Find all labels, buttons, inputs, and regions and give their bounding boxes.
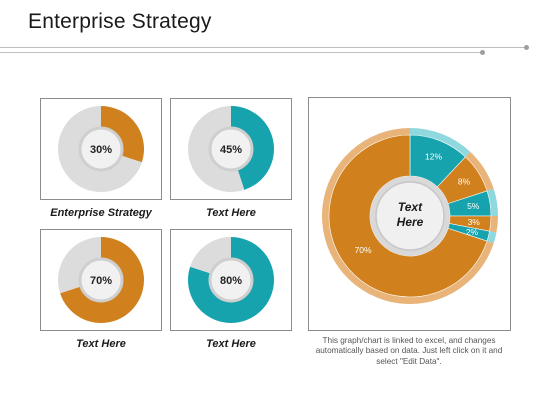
donut-value-segment	[60, 237, 144, 323]
donut-chart-2: 45%	[187, 106, 274, 192]
page-title: Enterprise Strategy	[28, 10, 212, 33]
title-rule-lower	[0, 52, 484, 53]
donut-card-3[interactable]: 70%	[40, 229, 162, 331]
donut-caption-3: Text Here	[76, 338, 126, 350]
donut-center-label-2: 45%	[220, 144, 242, 156]
donut-caption-1: Enterprise Strategy	[50, 207, 152, 219]
title-rule-dot-lower	[480, 50, 485, 55]
donut-value-segment	[101, 106, 144, 163]
big-donut-center-line-1: Text	[398, 200, 423, 214]
big-donut-slice-label-1: 12%	[425, 151, 442, 161]
donut-chart-1: 30%	[57, 106, 144, 192]
multi-segment-donut-chart: 12% 8% 5% 3%2% 70% Text Here	[322, 128, 498, 304]
big-donut-slice-label-5: 2%	[466, 227, 479, 237]
donut-caption-4: Text Here	[206, 338, 256, 350]
donut-center-hub	[208, 257, 254, 303]
big-donut-rim-1	[410, 128, 471, 158]
donut-remainder-segment	[190, 237, 231, 274]
big-donut-rim-3	[486, 188, 498, 216]
donut-center-hub	[78, 126, 124, 172]
title-rule-dot-upper	[524, 45, 529, 50]
donut-caption-2: Text Here	[206, 207, 256, 219]
big-donut-hub	[375, 181, 445, 251]
donut-value-segment	[231, 106, 274, 190]
donut-value-segment	[188, 237, 274, 323]
donut-card-2[interactable]: 45%	[170, 98, 292, 200]
big-donut-slice-label-6: 70%	[355, 245, 372, 255]
donut-chart-3: 70%	[57, 237, 144, 323]
big-donut-slice-label-3: 5%	[467, 201, 480, 211]
donut-center-label-1: 30%	[90, 144, 112, 156]
big-donut-rim-2	[464, 151, 494, 192]
donut-chart-4: 80%	[188, 237, 274, 323]
donut-remainder-segment	[187, 106, 245, 192]
donut-center-label-4: 80%	[220, 275, 242, 287]
big-donut-slice-label-4: 3%	[468, 217, 481, 227]
title-rule-upper	[0, 47, 528, 48]
donut-remainder-segment	[57, 237, 101, 294]
donut-card-1[interactable]: 30%	[40, 98, 162, 200]
big-donut-slice-label-2: 8%	[458, 177, 471, 187]
donut-center-label-3: 70%	[90, 275, 112, 287]
donut-remainder-segment	[57, 106, 142, 192]
multi-segment-donut-card[interactable]: 12% 8% 5% 3% 2% 70% Text Here	[308, 97, 511, 331]
big-donut-center-line-2: Here	[397, 215, 424, 229]
edit-data-note: This graph/chart is linked to excel, and…	[315, 336, 503, 366]
donut-center-hub	[208, 126, 254, 172]
donut-center-hub	[78, 257, 124, 303]
donut-card-4[interactable]: 80%	[170, 229, 292, 331]
